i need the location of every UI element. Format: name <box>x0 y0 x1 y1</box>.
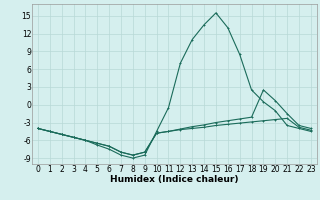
X-axis label: Humidex (Indice chaleur): Humidex (Indice chaleur) <box>110 175 239 184</box>
